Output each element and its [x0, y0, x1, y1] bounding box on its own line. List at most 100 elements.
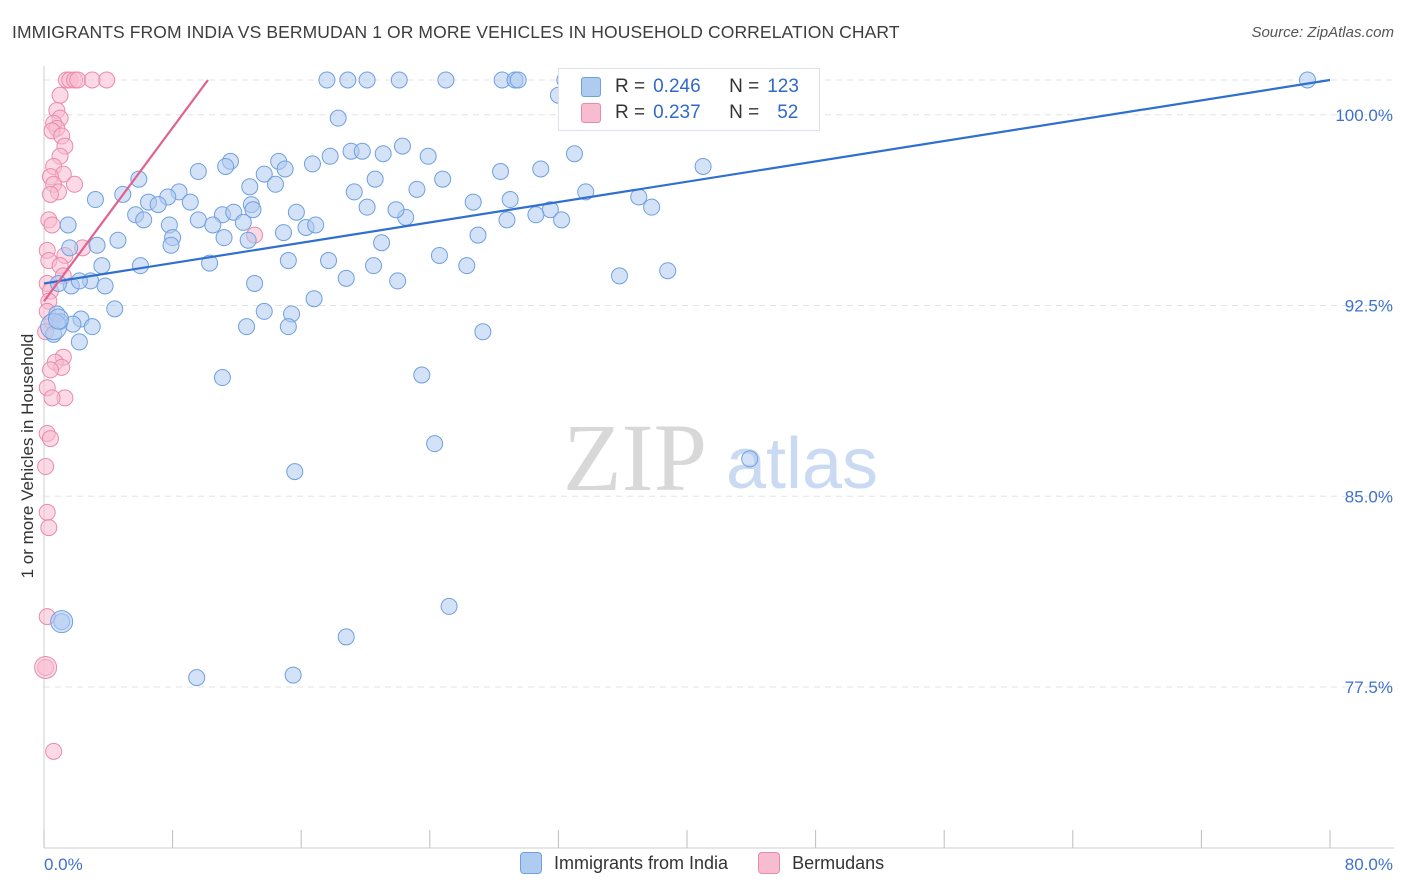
india-point	[305, 290, 323, 308]
india-point	[393, 137, 411, 155]
n-value: 52	[777, 102, 799, 123]
india-point	[130, 170, 148, 188]
legend-item-india[interactable]: Immigrants from India	[520, 852, 728, 874]
bermudan-legend-swatch	[758, 852, 781, 874]
n-value: 123	[767, 76, 799, 97]
india-point	[255, 165, 273, 183]
india-point	[318, 71, 336, 89]
india-point	[47, 308, 69, 330]
chart-title: IMMIGRANTS FROM INDIA VS BERMUDAN 1 OR M…	[12, 22, 900, 42]
india-point	[109, 231, 127, 249]
india-point	[694, 157, 712, 175]
india-point	[426, 435, 444, 453]
y-tick-label: 100.0%	[1335, 106, 1393, 125]
india-point	[430, 246, 448, 264]
india-point	[106, 300, 124, 318]
india-point	[373, 234, 391, 252]
india-point	[215, 229, 233, 247]
n-label: N =	[729, 76, 760, 97]
bermudan-point	[51, 86, 69, 104]
india-point	[189, 211, 207, 229]
x-tick-label: 80.0%	[1345, 855, 1393, 874]
r-label: R =	[615, 102, 646, 123]
india-point	[86, 191, 104, 209]
india-point	[474, 323, 492, 341]
india-point	[527, 206, 545, 224]
india-trend-line	[43, 78, 1331, 285]
india-point	[255, 302, 273, 320]
india-point	[181, 193, 199, 211]
bermudan-point	[41, 361, 59, 379]
source-label: Source: ZipAtlas.com	[1251, 24, 1394, 41]
tick-labels: 77.5% 85.0% 92.5% 100.0% 0.0% 80.0%	[44, 106, 1393, 874]
bermudan-point	[40, 519, 58, 537]
india-point	[630, 188, 648, 206]
bermudan-point	[41, 430, 59, 448]
india-point	[339, 71, 357, 89]
india-point	[553, 211, 571, 229]
india-point	[266, 175, 284, 193]
india-point	[244, 201, 262, 219]
india-point	[320, 252, 338, 270]
india-point	[577, 183, 595, 201]
india-point	[307, 216, 325, 234]
watermark-zip: ZIP	[563, 404, 707, 511]
india-point	[239, 231, 257, 249]
bermudan-swatch	[581, 103, 601, 123]
india-legend-swatch	[520, 852, 542, 874]
india-point	[353, 142, 371, 160]
india-point	[88, 236, 106, 254]
legend-row-bermudan: R = 0.237 N = 52	[581, 101, 798, 125]
n-label: N =	[729, 102, 760, 123]
india-point	[1298, 71, 1316, 89]
india-point	[408, 180, 426, 198]
series-legend: Immigrants from India Bermudans	[520, 852, 914, 874]
bermudan-point	[38, 503, 56, 521]
india-point	[96, 277, 114, 295]
india-point	[437, 71, 455, 89]
legend-label-india: Immigrants from India	[554, 852, 729, 873]
india-point	[329, 109, 347, 127]
india-point	[741, 450, 759, 468]
india-point	[374, 145, 392, 163]
india-point	[279, 318, 297, 336]
y-axis-label: 1 or more Vehicles in Household	[18, 333, 37, 579]
india-point	[276, 160, 294, 178]
y-tick-label: 92.5%	[1345, 297, 1393, 316]
india-point	[234, 213, 252, 231]
india-point	[188, 669, 206, 687]
india-points	[40, 71, 1316, 687]
india-point	[492, 163, 510, 181]
india-point	[458, 257, 476, 275]
legend-item-bermudans[interactable]: Bermudans	[758, 852, 884, 874]
india-point	[434, 170, 452, 188]
india-point	[498, 211, 516, 229]
india-point	[387, 201, 405, 219]
india-point	[189, 163, 207, 181]
india-point	[365, 257, 383, 275]
bermudan-trend-line	[43, 79, 209, 302]
y-tick-label: 77.5%	[1345, 678, 1393, 697]
india-point	[275, 224, 293, 242]
india-point	[469, 226, 487, 244]
r-label: R =	[615, 76, 646, 97]
bermudan-point	[83, 71, 101, 89]
india-point	[366, 170, 384, 188]
bermudan-point	[69, 71, 87, 89]
bermudan-point	[37, 458, 55, 476]
india-point	[643, 198, 661, 216]
india-point	[59, 216, 77, 234]
india-point	[321, 147, 339, 165]
india-point	[358, 71, 376, 89]
r-value: 0.237	[653, 102, 701, 123]
india-point	[50, 610, 74, 634]
bermudan-point	[45, 742, 63, 760]
india-point	[204, 216, 222, 234]
india-point	[303, 155, 321, 173]
india-point	[238, 318, 256, 336]
india-point	[217, 157, 235, 175]
india-point	[610, 267, 628, 285]
india-swatch	[581, 77, 601, 97]
bermudan-point	[43, 389, 61, 407]
